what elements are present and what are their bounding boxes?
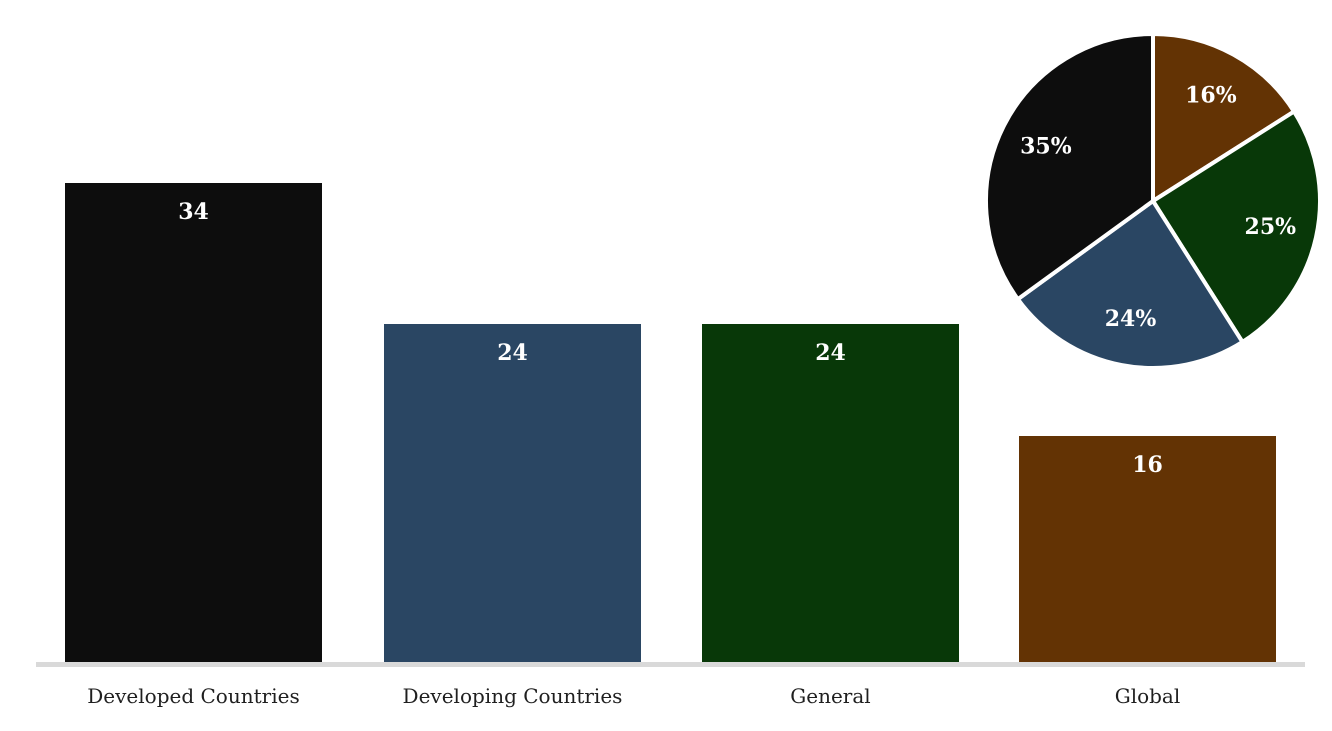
pie-slice-label: 35% bbox=[1020, 133, 1072, 159]
bar-column-general: 24 General bbox=[702, 0, 959, 731]
bar-value-label: 24 bbox=[815, 340, 846, 366]
pie-slice-25pct[interactable] bbox=[1150, 108, 1322, 345]
bar-value-label: 16 bbox=[1132, 452, 1163, 478]
bar-column-developed-countries: 34 Developed Countries bbox=[65, 0, 322, 731]
category-label-global: Global bbox=[1114, 684, 1181, 708]
bar-developing-countries[interactable]: 24 bbox=[384, 324, 641, 662]
bar-column-global: 16 Global bbox=[1019, 0, 1276, 731]
pie-slice-24pct[interactable] bbox=[1015, 198, 1246, 370]
x-axis-line bbox=[36, 662, 1305, 667]
category-label-developed-countries: Developed Countries bbox=[87, 684, 300, 708]
pie-slice-label: 24% bbox=[1105, 306, 1157, 332]
pie-slice-35pct[interactable] bbox=[983, 31, 1155, 302]
category-label-general: General bbox=[790, 684, 871, 708]
bar-developed-countries[interactable]: 34 bbox=[65, 183, 322, 662]
pie-slice-label: 16% bbox=[1185, 83, 1237, 109]
bar-value-label: 24 bbox=[497, 340, 528, 366]
bar-column-developing-countries: 24 Developing Countries bbox=[384, 0, 641, 731]
bar-value-label: 34 bbox=[178, 199, 209, 225]
bar-general[interactable]: 24 bbox=[702, 324, 959, 662]
bar-global[interactable]: 16 bbox=[1019, 436, 1276, 662]
category-label-developing-countries: Developing Countries bbox=[402, 684, 623, 708]
pie-slice-16pct[interactable] bbox=[1151, 31, 1297, 205]
pie-chart: 16% 25% 24% 35% bbox=[983, 31, 1322, 370]
pie-slice-label: 25% bbox=[1245, 214, 1297, 240]
